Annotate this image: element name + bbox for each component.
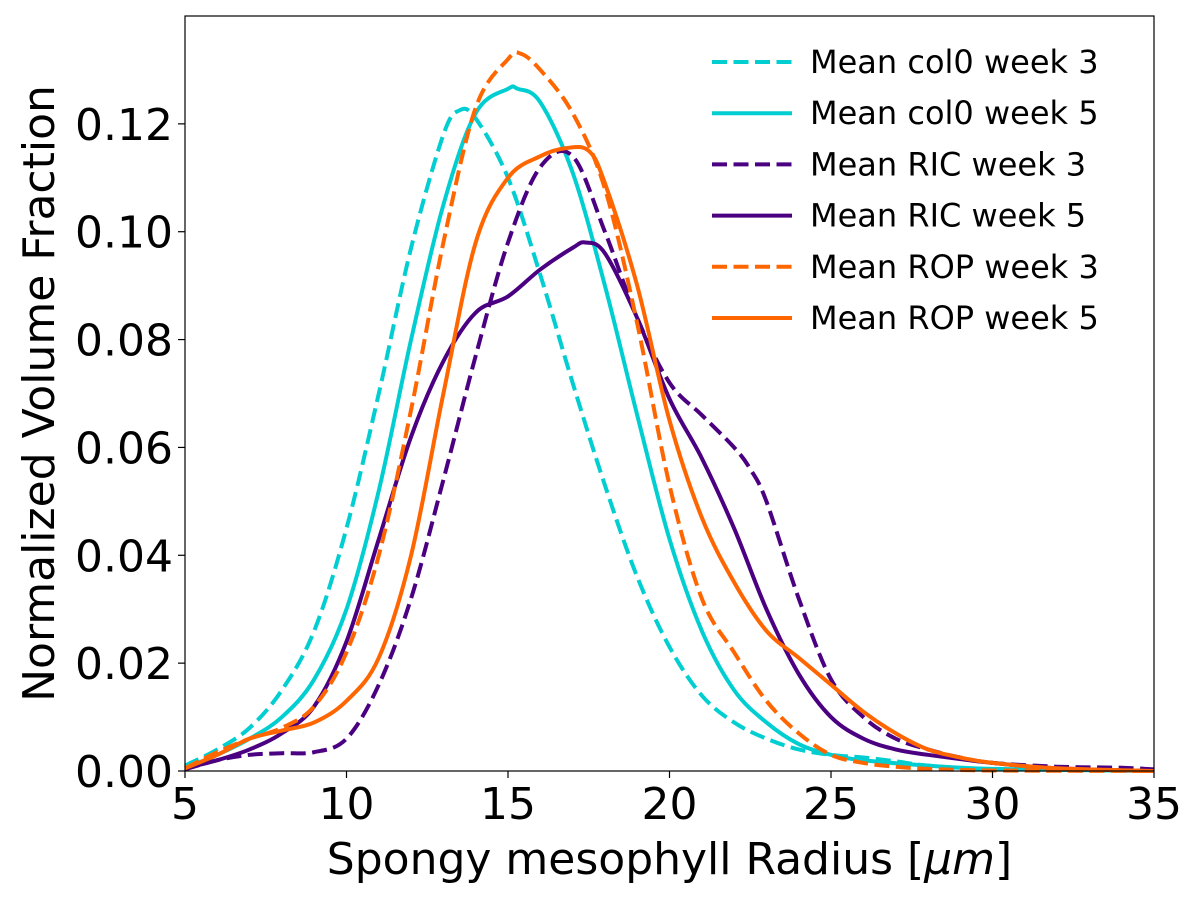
legend-label: Mean col0 week 3 [810, 43, 1099, 81]
x-tick-label: 10 [319, 779, 375, 830]
legend-label: Mean ROP week 3 [810, 248, 1099, 286]
x-tick-label: 15 [480, 779, 536, 830]
x-axis-label-unit: μm [923, 834, 995, 885]
legend-label: Mean RIC week 3 [810, 145, 1086, 183]
y-tick-label: 0.06 [75, 423, 173, 474]
series-line-3 [184, 240, 1155, 773]
y-tick-label: 0.10 [75, 208, 173, 259]
y-tick-label: 0.02 [75, 639, 173, 690]
x-tick-label: 20 [642, 779, 698, 830]
x-axis-label-close: ] [995, 834, 1012, 885]
legend-label: Mean ROP week 5 [810, 299, 1099, 337]
x-tick-label: 35 [1126, 779, 1182, 830]
x-axis-label-text: Spongy mesophyll Radius [ [327, 834, 924, 885]
ticks-layer: 5 10 15 20 25 30 35 0.00 0.02 0.04 0.06 0.08 0.10 0.1… [75, 100, 1182, 830]
x-tick-label: 5 [171, 779, 199, 830]
series-line-5 [184, 144, 1155, 773]
x-tick-label: 25 [803, 779, 859, 830]
y-tick-label: 0.12 [75, 100, 173, 151]
x-axis-label: Spongy mesophyll Radius [μm] [327, 834, 1012, 885]
series-line-4 [184, 50, 1155, 773]
y-tick-label: 0.08 [75, 316, 173, 367]
y-tick-label: 0.00 [75, 747, 173, 798]
series-layer [184, 50, 1155, 773]
series-line-0 [184, 106, 1155, 773]
series-line-1 [184, 84, 1155, 773]
legend-label: Mean RIC week 5 [810, 197, 1086, 235]
legend-label: Mean col0 week 5 [810, 94, 1099, 132]
x-tick-label: 30 [965, 779, 1021, 830]
y-axis-label: Normalized Volume Fraction [14, 85, 65, 702]
legend: Mean col0 week 3 Mean col0 week 5 Mean RIC… [712, 43, 1099, 337]
y-tick-label: 0.04 [75, 531, 173, 582]
